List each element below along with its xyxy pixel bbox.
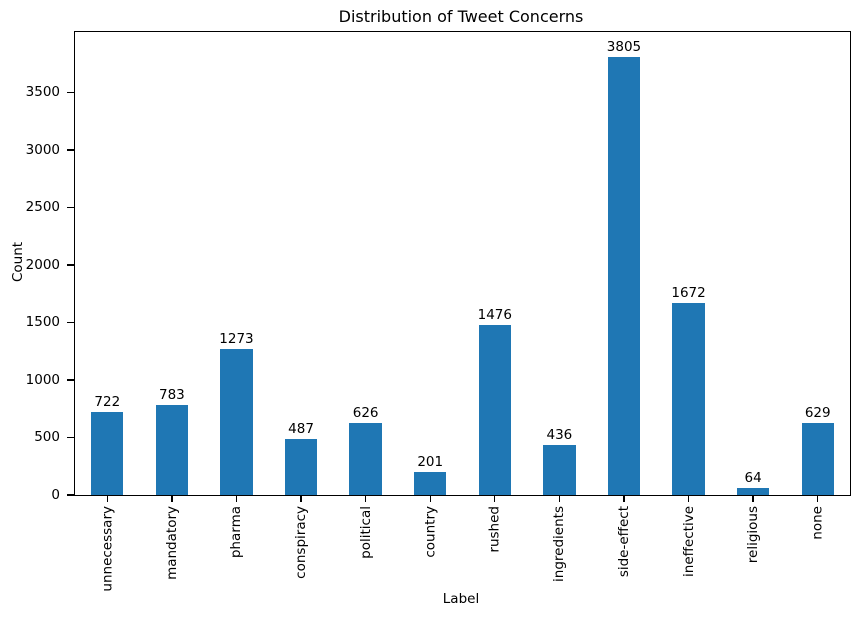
x-tick-mark xyxy=(623,495,625,502)
y-tick-label: 1500 xyxy=(25,314,60,331)
bar-value-label: 1273 xyxy=(219,330,254,347)
bar xyxy=(478,325,511,495)
x-tick-label: ingredients xyxy=(551,506,568,582)
chart-title: Distribution of Tweet Concerns xyxy=(338,7,584,26)
x-axis-label: Label xyxy=(442,591,480,607)
x-tick-mark xyxy=(300,495,302,502)
x-tick-mark xyxy=(752,495,754,502)
bar xyxy=(349,423,382,495)
bar xyxy=(414,471,447,495)
x-tick-label: mandatory xyxy=(163,506,180,580)
x-tick-mark xyxy=(364,495,367,502)
bar-value-label: 201 xyxy=(417,453,444,470)
bar-value-label: 1476 xyxy=(477,307,512,324)
bar xyxy=(220,348,253,495)
y-tick-mark xyxy=(66,494,74,496)
bar xyxy=(607,57,641,495)
x-tick-label: side-effect xyxy=(615,506,632,578)
y-tick-label: 0 xyxy=(51,487,60,503)
y-tick-label: 500 xyxy=(34,429,60,446)
x-tick-mark xyxy=(494,495,496,502)
x-tick-mark xyxy=(817,495,819,502)
plot-area: 0 500 1000 1500 2000 2500 3000 3500 722 unnecessa… xyxy=(26,31,851,592)
bar-value-label: 783 xyxy=(158,386,185,403)
x-tick-label: conspiracy xyxy=(293,506,310,579)
bar xyxy=(801,422,834,495)
bar-value-label: 436 xyxy=(546,426,573,443)
x-tick-mark xyxy=(558,495,561,502)
y-tick-mark xyxy=(66,264,74,266)
y-tick-mark xyxy=(66,379,74,381)
x-tick-label: country xyxy=(422,506,439,558)
x-tick-mark xyxy=(687,495,690,502)
bar xyxy=(91,411,124,495)
y-tick-mark xyxy=(66,149,74,151)
bar xyxy=(543,444,576,495)
bar-value-label: 626 xyxy=(352,405,379,422)
bar-value-label: 64 xyxy=(744,469,762,486)
x-tick-label: pharma xyxy=(228,506,245,559)
y-tick-label: 2500 xyxy=(25,199,60,216)
x-tick-mark xyxy=(171,495,173,502)
bar-value-label: 722 xyxy=(94,393,121,410)
y-tick-mark xyxy=(66,206,74,209)
y-tick-label: 2000 xyxy=(25,256,60,273)
y-tick-label: 3500 xyxy=(25,84,60,101)
x-tick-label: rushed xyxy=(486,506,503,553)
x-tick-label: unnecessary xyxy=(99,506,116,592)
bar-value-label: 1672 xyxy=(671,284,706,301)
bar-value-label: 629 xyxy=(804,404,831,421)
y-tick-mark xyxy=(66,321,74,324)
x-tick-label: ineffective xyxy=(680,506,697,577)
y-tick-mark xyxy=(66,436,74,439)
x-tick-mark xyxy=(429,495,431,502)
y-tick-label: 3000 xyxy=(25,141,60,158)
bar xyxy=(736,487,770,495)
y-tick-label: 1000 xyxy=(25,371,60,388)
y-axis-label: Count xyxy=(10,241,26,283)
bar xyxy=(672,302,705,495)
bar-value-label: 487 xyxy=(288,421,314,437)
x-tick-mark xyxy=(106,495,108,502)
x-tick-label: religious xyxy=(745,506,762,564)
bar xyxy=(155,404,188,495)
x-tick-label: none xyxy=(809,506,826,540)
bar xyxy=(284,439,318,495)
bar-value-label: 3805 xyxy=(606,39,642,56)
x-tick-label: political xyxy=(357,506,374,559)
x-tick-mark xyxy=(235,495,238,502)
y-tick-mark xyxy=(66,91,74,94)
